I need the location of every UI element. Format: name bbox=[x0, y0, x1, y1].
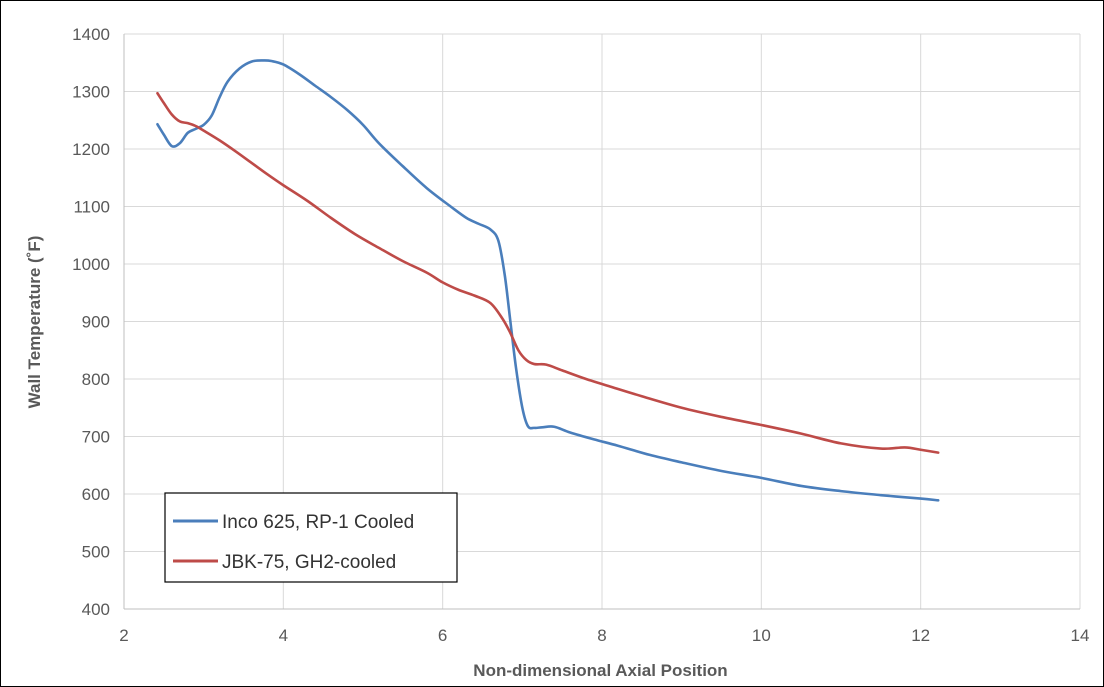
y-tick-label: 1200 bbox=[72, 140, 110, 159]
x-tick-label: 8 bbox=[597, 626, 606, 645]
y-tick-label: 400 bbox=[82, 600, 110, 619]
x-axis-title: Non-dimensional Axial Position bbox=[473, 661, 727, 680]
y-tick-label: 900 bbox=[82, 313, 110, 332]
y-axis-title: Wall Temperature (˚F) bbox=[25, 236, 44, 409]
tick-labels: 400 500 600 700 800 900 1000 1100 1200 1300 1400 2 4… bbox=[72, 25, 1089, 645]
legend-label-inco-625: Inco 625, RP-1 Cooled bbox=[222, 512, 414, 533]
y-tick-label: 600 bbox=[82, 485, 110, 504]
x-tick-label: 12 bbox=[911, 626, 930, 645]
y-tick-label: 1000 bbox=[72, 255, 110, 274]
x-tick-label: 14 bbox=[1071, 626, 1090, 645]
y-tick-label: 500 bbox=[82, 543, 110, 562]
legend-box bbox=[164, 492, 458, 583]
axes bbox=[123, 34, 1080, 610]
x-tick-label: 2 bbox=[119, 626, 128, 645]
series-line-jbk-75 bbox=[156, 91, 940, 454]
y-tick-label: 1400 bbox=[72, 25, 110, 44]
legend-label-jbk-75: JBK-75, GH2-cooled bbox=[222, 552, 396, 573]
series-lines bbox=[156, 59, 940, 502]
y-tick-label: 800 bbox=[82, 370, 110, 389]
x-tick-label: 10 bbox=[752, 626, 771, 645]
y-tick-label: 1300 bbox=[72, 83, 110, 102]
series-line-inco-625 bbox=[156, 59, 940, 502]
legend: Inco 625, RP-1 Cooled JBK-75, GH2-cooled bbox=[164, 492, 458, 583]
x-tick-label: 4 bbox=[279, 626, 288, 645]
y-tick-label: 1100 bbox=[73, 198, 110, 217]
x-tick-label: 6 bbox=[438, 626, 447, 645]
y-tick-label: 700 bbox=[82, 428, 110, 447]
